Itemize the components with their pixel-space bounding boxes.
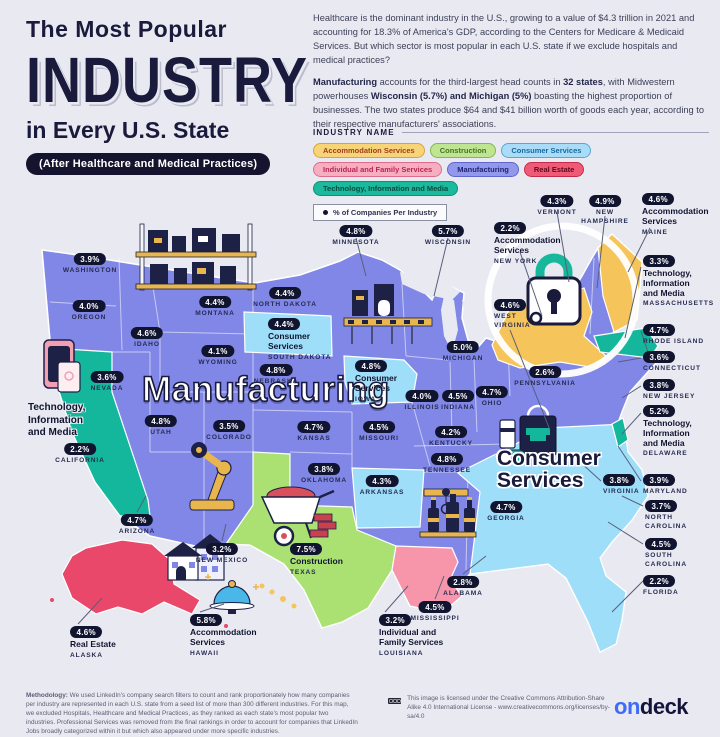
big-label-consumer-services: Consumer Services [497, 447, 601, 493]
smartphone-icon [43, 339, 81, 393]
legend-note: % of Companies Per Industry [313, 204, 448, 221]
legend-pills: Accommodation Services Construction Consum… [313, 143, 709, 196]
bottles-icon [419, 488, 477, 538]
title-line-2: INDUSTRY [26, 45, 309, 117]
wheelbarrow-icon [260, 486, 337, 547]
legend: INDUSTRY NAME Accommodation Services Cons… [313, 128, 709, 221]
legend-pill-real-estate: Real Estate [523, 162, 585, 177]
legend-pill-consumer-services: Consumer Services [501, 143, 592, 158]
state-region-alaska [61, 539, 201, 615]
license-text: This image is licensed under the Creativ… [407, 695, 610, 720]
state-region-delaware [611, 417, 629, 448]
california-industry-label: Technology, Information and Media [28, 402, 86, 438]
legend-pill-construction: Construction [429, 143, 497, 158]
padlock-icon [526, 253, 582, 326]
container-pier-icon [343, 284, 433, 344]
title-line-1: The Most Popular [26, 16, 227, 42]
big-label-manufacturing: Manufacturing [141, 369, 390, 410]
intro-paragraph: Manufacturing accounts for the third-lar… [313, 76, 705, 129]
subtitle-pill: (After Healthcare and Medical Practices) [26, 153, 271, 175]
header: The Most Popular INDUSTRY in Every U.S. … [26, 16, 311, 175]
creative-commons-icon [388, 697, 402, 705]
shopping-bag-icon [495, 404, 557, 464]
license-block: This image is licensed under the Creativ… [388, 695, 618, 722]
legend-pill-technology-information-and-media: Technology, Information and Media [313, 181, 459, 196]
legend-pill-accommodation-services: Accommodation Services [313, 143, 425, 158]
state-region-arkansas [351, 467, 425, 529]
methodology-text: Methodology: We used LinkedIn's company … [26, 692, 358, 735]
callout-lines [77, 211, 651, 625]
legend-divider [401, 132, 709, 133]
state-region-south-dakota [243, 311, 333, 357]
legend-pill-individual-and-family-services: Individual and Family Services [313, 162, 443, 177]
intro-paragraph: Healthcare is the dominant industry in t… [313, 13, 695, 65]
legend-pill-manufacturing: Manufacturing [447, 162, 519, 177]
legend-title-text: INDUSTRY NAME [313, 128, 395, 137]
intro-text: Healthcare is the dominant industry in t… [313, 12, 709, 140]
dot-icon [323, 210, 328, 215]
cloche-icon [205, 574, 259, 614]
state-region-louisiana [391, 545, 463, 611]
ondeck-logo-deck: deck [639, 694, 689, 719]
legend-title: INDUSTRY NAME [313, 128, 709, 137]
warehouse-shelf-icon [135, 223, 257, 291]
legend-note-text: % of Companies Per Industry [333, 208, 438, 217]
magnifier-circle [484, 222, 640, 378]
ondeck-logo-on: on [614, 694, 640, 719]
ondeck-logo: ondeck [614, 694, 689, 720]
state-region-maine [597, 233, 643, 333]
robot-arm-icon [189, 442, 235, 511]
title-line-3: in Every U.S. State [26, 117, 230, 143]
